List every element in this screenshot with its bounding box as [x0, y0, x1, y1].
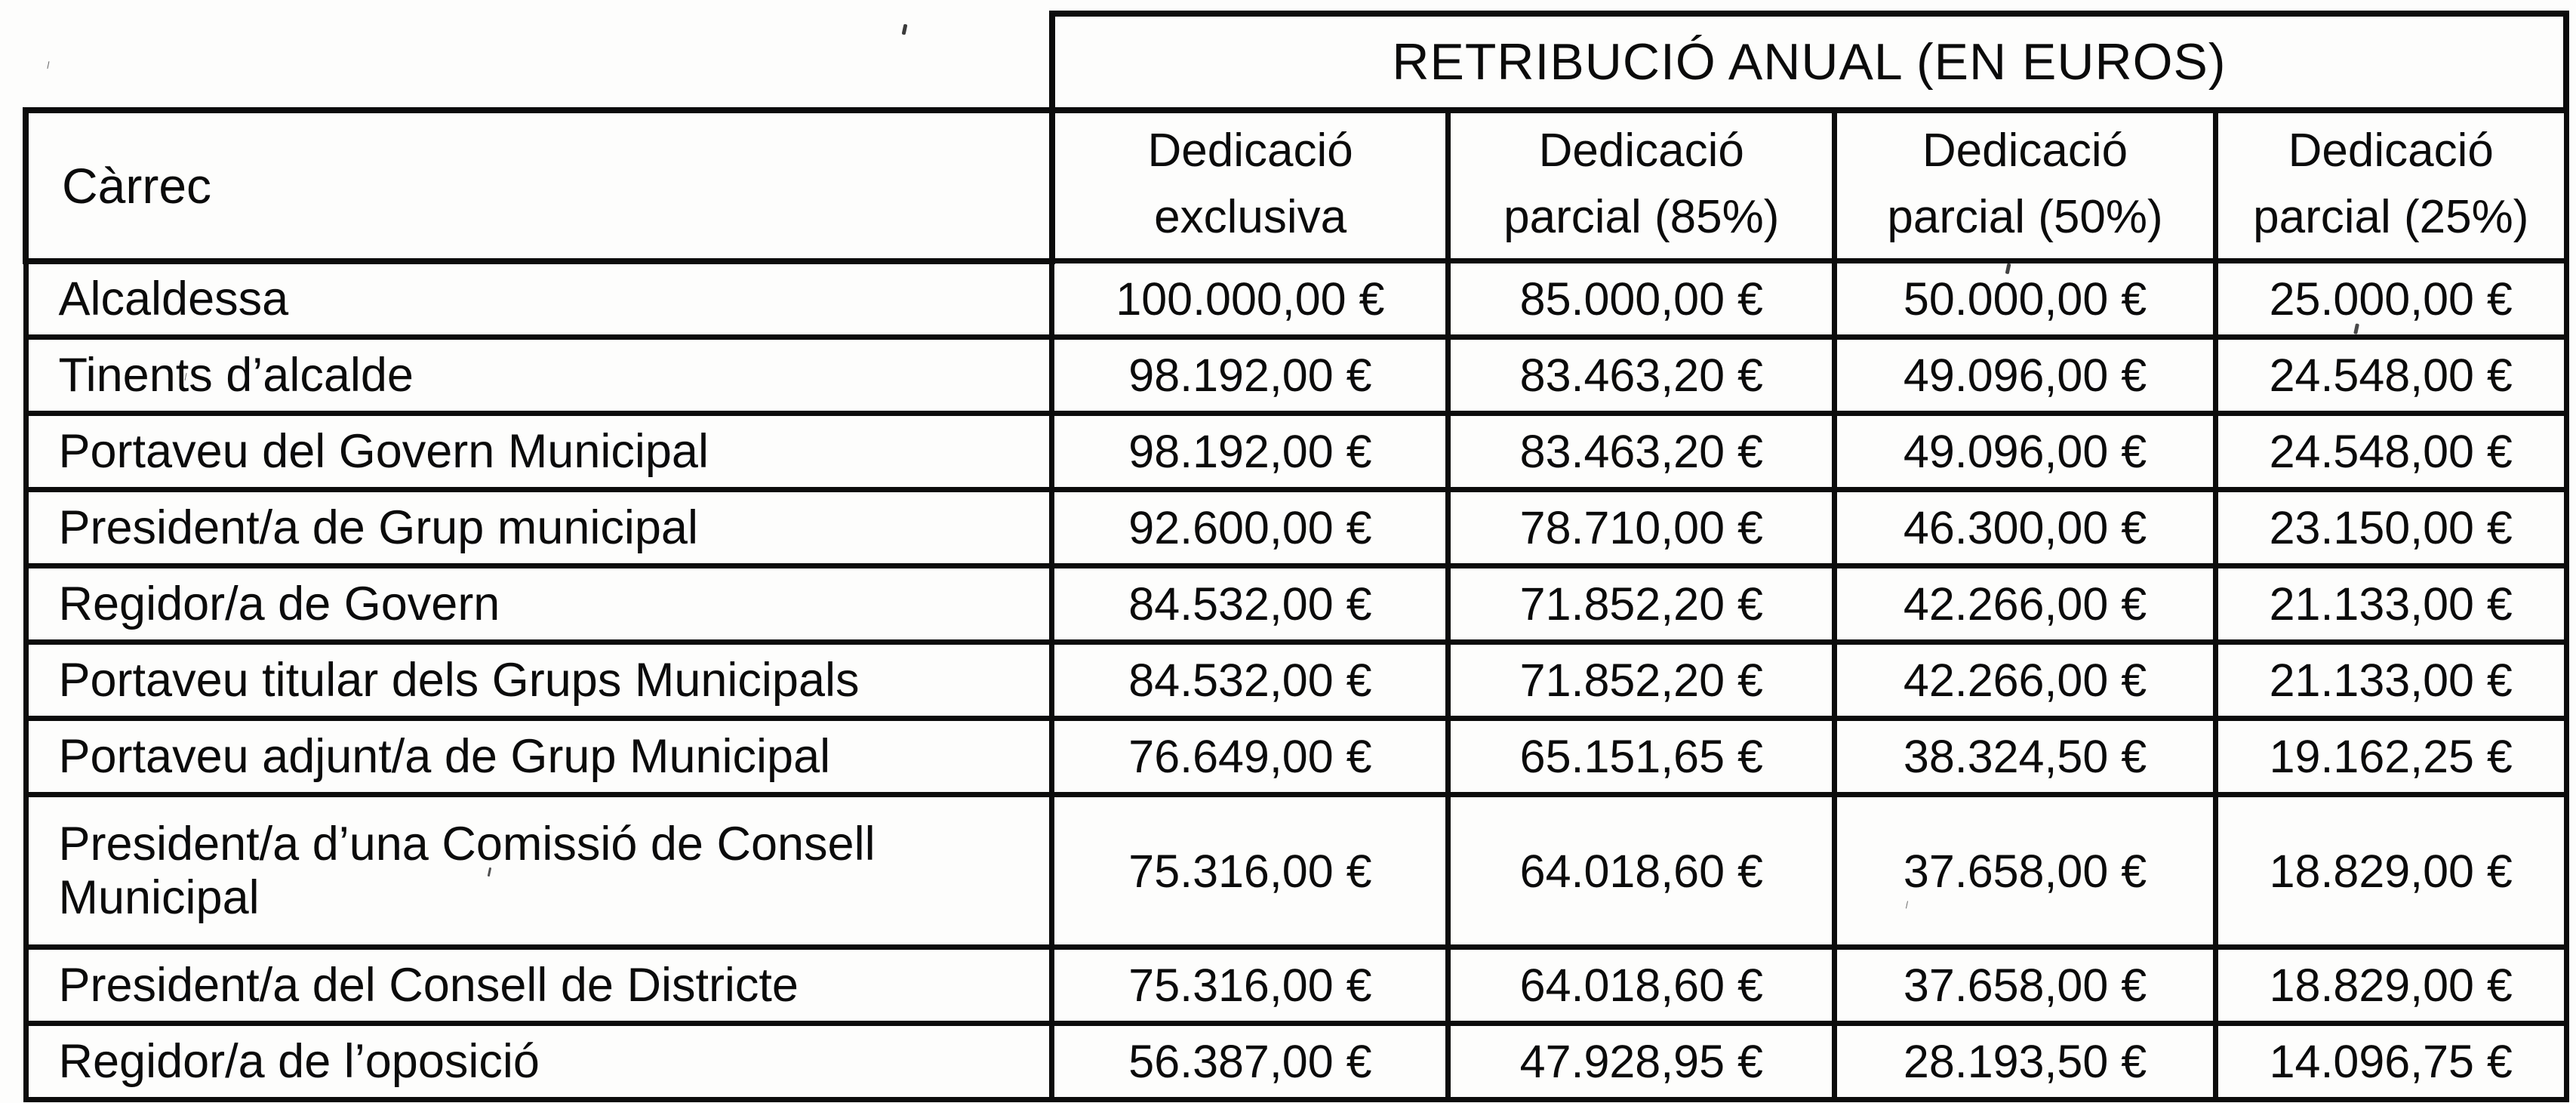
value-cell: 71.852,20 €	[1445, 639, 1838, 722]
table-title: RETRIBUCIÓ ANUAL (EN EUROS)	[1048, 11, 2570, 113]
header-line2: parcial (50%)	[1887, 191, 2163, 244]
value-cell: 28.193,50 €	[1832, 1021, 2218, 1103]
blank-corner-cell	[26, 14, 1052, 110]
carrec-cell: President/a d’una Comissió de Consell Mu…	[23, 792, 1055, 950]
header-line2: exclusiva	[1154, 191, 1347, 244]
value-cell: 18.829,00 €	[2212, 944, 2569, 1027]
value-cell: 24.548,00 €	[2212, 411, 2569, 493]
value-cell: 37.658,00 €	[1832, 944, 2218, 1027]
value-cell: 47.928,95 €	[1445, 1021, 1838, 1103]
carrec-cell: Regidor/a de Govern	[23, 563, 1055, 645]
value-cell: 42.266,00 €	[1832, 639, 2218, 722]
value-cell: 78.710,00 €	[1445, 487, 1838, 569]
value-cell: 56.387,00 €	[1049, 1021, 1451, 1103]
table-row: President/a d’una Comissió de Consell Mu…	[23, 792, 2569, 950]
value-cell: 19.162,25 €	[2212, 716, 2569, 798]
header-line2: parcial (25%)	[2253, 191, 2529, 244]
column-header-exclusiva: Dedicació exclusiva	[1049, 107, 1451, 264]
column-header-parcial-85: Dedicació parcial (85%)	[1445, 107, 1838, 264]
top-header-row: RETRIBUCIÓ ANUAL (EN EUROS)	[26, 11, 2570, 113]
retribucions-table-wrapper: RETRIBUCIÓ ANUAL (EN EUROS) Càrrec Dedic…	[23, 11, 2570, 1103]
column-header-parcial-25: Dedicació parcial (25%)	[2212, 107, 2569, 264]
value-cell: 71.852,20 €	[1445, 563, 1838, 645]
value-cell: 76.649,00 €	[1049, 716, 1451, 798]
header-line2: parcial (85%)	[1503, 191, 1780, 244]
value-cell: 92.600,00 €	[1049, 487, 1451, 569]
value-cell: 25.000,00 €	[2212, 258, 2569, 340]
value-cell: 64.018,60 €	[1445, 944, 1838, 1027]
header-line1: Dedicació	[1147, 125, 1353, 177]
value-cell: 24.548,00 €	[2212, 334, 2569, 417]
value-cell: 21.133,00 €	[2212, 639, 2569, 722]
header-line1: Dedicació	[1922, 125, 2128, 177]
header-line1: Dedicació	[1538, 125, 1744, 177]
carrec-cell: Portaveu del Govern Municipal	[23, 411, 1055, 493]
value-cell: 18.829,00 €	[2212, 792, 2569, 950]
carrec-column-header: Càrrec	[23, 107, 1055, 264]
column-header-parcial-50: Dedicació parcial (50%)	[1832, 107, 2218, 264]
carrec-cell: Portaveu adjunt/a de Grup Municipal	[23, 716, 1055, 798]
carrec-cell: Portaveu titular dels Grups Municipals	[23, 639, 1055, 722]
table-row: President/a del Consell de Districte 75.…	[23, 944, 2569, 1027]
column-header-row: Càrrec Dedicació exclusiva Dedicació par…	[23, 107, 2569, 264]
carrec-cell: Tinents d’alcalde	[23, 334, 1055, 417]
carrec-cell: Regidor/a de l’oposició	[23, 1021, 1055, 1103]
table-row: Portaveu titular dels Grups Municipals 8…	[23, 639, 2569, 722]
value-cell: 46.300,00 €	[1832, 487, 2218, 569]
value-cell: 37.658,00 €	[1832, 792, 2218, 950]
value-cell: 49.096,00 €	[1832, 334, 2218, 417]
value-cell: 23.150,00 €	[2212, 487, 2569, 569]
value-cell: 98.192,00 €	[1049, 334, 1451, 417]
carrec-cell: President/a de Grup municipal	[23, 487, 1055, 569]
value-cell: 65.151,65 €	[1445, 716, 1838, 798]
value-cell: 98.192,00 €	[1049, 411, 1451, 493]
value-cell: 84.532,00 €	[1049, 563, 1451, 645]
value-cell: 49.096,00 €	[1832, 411, 2218, 493]
table-row: Portaveu adjunt/a de Grup Municipal 76.6…	[23, 716, 2569, 798]
value-cell: 64.018,60 €	[1445, 792, 1838, 950]
value-cell: 83.463,20 €	[1445, 334, 1838, 417]
value-cell: 75.316,00 €	[1049, 792, 1451, 950]
value-cell: 14.096,75 €	[2212, 1021, 2569, 1103]
value-cell: 21.133,00 €	[2212, 563, 2569, 645]
value-cell: 100.000,00 €	[1049, 258, 1451, 340]
table-row: Portaveu del Govern Municipal 98.192,00 …	[23, 411, 2569, 493]
value-cell: 84.532,00 €	[1049, 639, 1451, 722]
value-cell: 42.266,00 €	[1832, 563, 2218, 645]
value-cell: 75.316,00 €	[1049, 944, 1451, 1027]
table-row: Tinents d’alcalde 98.192,00 € 83.463,20 …	[23, 334, 2569, 417]
header-line1: Dedicació	[2288, 125, 2494, 177]
carrec-cell: President/a del Consell de Districte	[23, 944, 1055, 1027]
value-cell: 38.324,50 €	[1832, 716, 2218, 798]
value-cell: 50.000,00 €	[1832, 258, 2218, 340]
carrec-cell: Alcaldessa	[23, 258, 1055, 340]
table-row: President/a de Grup municipal 92.600,00 …	[23, 487, 2569, 569]
table-row: Regidor/a de l’oposició 56.387,00 € 47.9…	[23, 1021, 2569, 1103]
table-row: Regidor/a de Govern 84.532,00 € 71.852,2…	[23, 563, 2569, 645]
retribucions-table: RETRIBUCIÓ ANUAL (EN EUROS) Càrrec Dedic…	[23, 11, 2570, 1103]
value-cell: 83.463,20 €	[1445, 411, 1838, 493]
value-cell: 85.000,00 €	[1445, 258, 1838, 340]
table-row: Alcaldessa 100.000,00 € 85.000,00 € 50.0…	[23, 258, 2569, 340]
